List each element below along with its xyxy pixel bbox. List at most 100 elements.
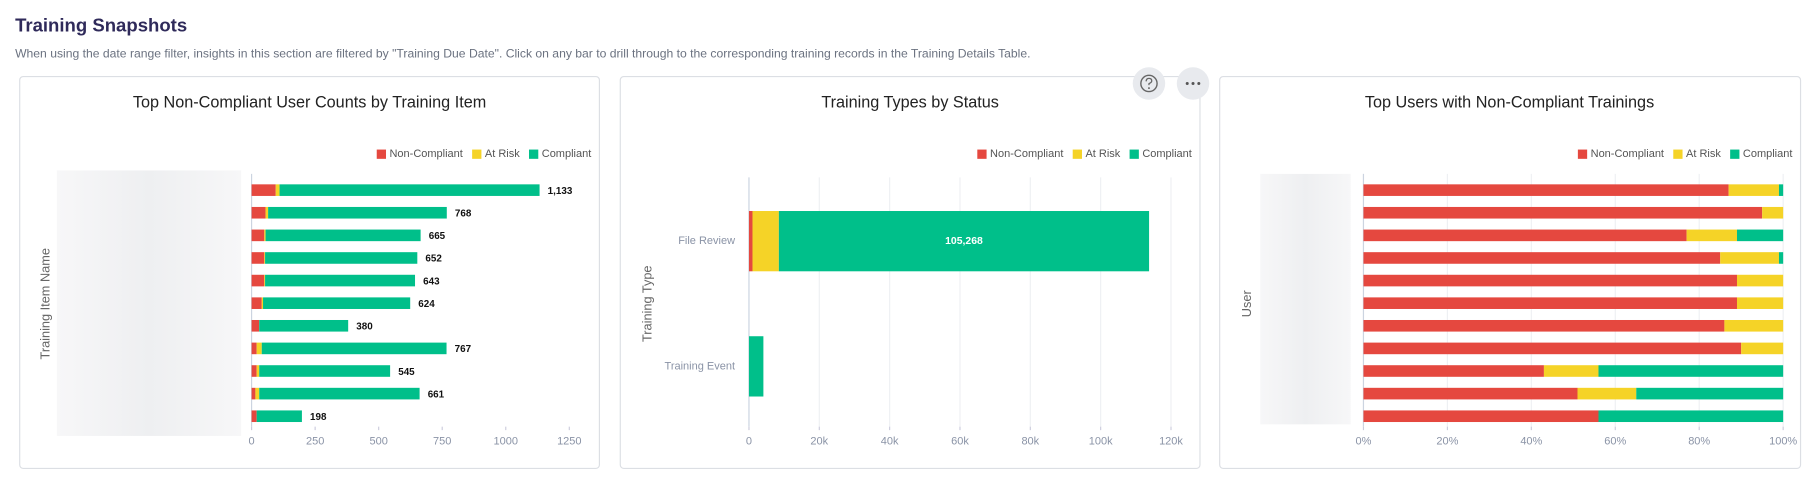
x-tick-label: 0: [746, 436, 752, 448]
bar-segment: [259, 319, 349, 332]
bar-segment: [264, 274, 266, 287]
blurred-labels: [1260, 173, 1351, 425]
x-tick-label: 1250: [557, 436, 581, 448]
legend-swatch: [1730, 149, 1740, 159]
x-tick-label: 250: [306, 436, 324, 448]
bar-segment: [1736, 274, 1784, 287]
data-label: 105,268: [945, 236, 983, 247]
legend-label: Compliant: [542, 148, 592, 160]
total-label: 767: [455, 344, 472, 355]
x-tick-label: 100%: [1769, 436, 1797, 448]
bar-segment: [1363, 252, 1721, 264]
bar-segment: [251, 297, 262, 309]
x-tick-label: 100k: [1089, 436, 1113, 448]
bar-segment: [275, 184, 280, 196]
bar-segment: [1363, 184, 1729, 196]
total-label: 665: [429, 231, 446, 242]
legend-swatch: [1673, 149, 1683, 159]
x-tick-label: 40%: [1520, 436, 1542, 448]
x-tick-label: 40k: [881, 436, 899, 448]
bar-segment: [1778, 184, 1784, 196]
x-tick-label: 120k: [1159, 436, 1183, 448]
legend-swatch: [977, 149, 987, 159]
x-tick-label: 80%: [1688, 436, 1710, 448]
total-label: 1,133: [548, 186, 573, 197]
total-label: 624: [418, 299, 435, 310]
x-tick-label: 80k: [1021, 436, 1039, 448]
bar-segment: [251, 274, 265, 287]
help-button[interactable]: [1132, 67, 1166, 100]
legend-swatch: [376, 149, 387, 159]
bar-segment: [256, 342, 262, 355]
legend-swatch: [1129, 149, 1139, 159]
bar-segment: [265, 252, 418, 264]
x-tick-label: 1000: [494, 436, 518, 448]
bar-segment: [778, 211, 1150, 272]
x-tick-label: 0: [249, 436, 255, 448]
bar-segment: [1728, 184, 1779, 196]
bar-segment: [1741, 342, 1784, 355]
total-label: 545: [398, 367, 415, 378]
blurred-labels: [56, 170, 242, 436]
y-axis-label: Training Item Name: [38, 248, 53, 359]
bar-segment: [748, 336, 764, 397]
bar-segment: [1363, 410, 1599, 423]
bar-segment: [1736, 297, 1784, 309]
x-tick-label: 60k: [951, 436, 969, 448]
bar-segment: [1686, 229, 1737, 242]
bar-segment: [1736, 229, 1784, 242]
legend-label: Non-Compliant: [389, 148, 462, 160]
more-button[interactable]: [1176, 67, 1210, 100]
total-label: 380: [356, 322, 373, 333]
x-tick-label: 20%: [1436, 436, 1458, 448]
bar-segment: [251, 252, 265, 264]
bar-segment: [748, 211, 753, 272]
legend-label: At Risk: [1085, 148, 1120, 160]
x-tick-label: 500: [369, 436, 387, 448]
legend-swatch: [1577, 149, 1588, 159]
bar-segment: [1598, 365, 1784, 377]
bar-segment: [1636, 387, 1784, 400]
bar-segment: [261, 297, 264, 309]
x-tick-label: 20k: [810, 436, 828, 448]
chart-title: Top Non-Compliant User Counts by Trainin…: [133, 93, 486, 111]
total-label: 643: [423, 276, 440, 287]
y-tick-label: Training Event: [665, 360, 736, 372]
total-label: 652: [425, 254, 442, 265]
bar-segment: [251, 342, 257, 355]
bar-segment: [1363, 342, 1742, 355]
bar-segment: [1720, 252, 1779, 264]
bar-segment: [1778, 252, 1784, 264]
bar-segment: [265, 229, 421, 242]
bar-segment: [264, 252, 266, 264]
legend-swatch: [472, 149, 482, 159]
total-label: 198: [310, 412, 327, 423]
legend-label: Compliant: [1743, 148, 1793, 160]
chart-title: Top Users with Non-Compliant Trainings: [1365, 93, 1654, 111]
section-subtitle: When using the date range filter, insigh…: [15, 47, 1030, 61]
bar-segment: [1577, 387, 1637, 400]
bar-segment: [752, 211, 779, 272]
bar-segment: [265, 206, 269, 219]
bar-segment: [251, 229, 265, 242]
y-axis-label: User: [1239, 290, 1254, 318]
legend-label: Compliant: [1142, 148, 1192, 160]
bar-segment: [251, 206, 266, 219]
total-label: 661: [428, 389, 445, 400]
legend-swatch: [529, 149, 539, 159]
x-tick-label: 0%: [1356, 436, 1372, 448]
bar-segment: [251, 365, 257, 377]
bar-segment: [256, 410, 302, 423]
bar-segment: [1363, 229, 1687, 242]
section-title: Training Snapshots: [15, 15, 187, 36]
legend-label: Non-Compliant: [1591, 148, 1664, 160]
bar-segment: [255, 387, 260, 400]
bar-segment: [251, 184, 276, 196]
bar-segment: [1724, 319, 1784, 332]
total-label: 768: [455, 209, 472, 220]
bar-segment: [1543, 365, 1599, 377]
bar-segment: [1363, 206, 1763, 219]
bar-segment: [251, 387, 256, 400]
